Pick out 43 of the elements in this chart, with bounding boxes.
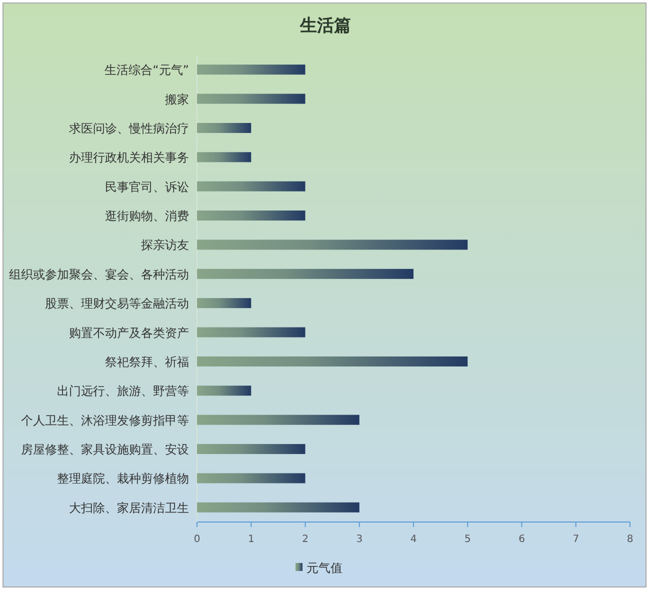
- x-tick-label: 6: [518, 534, 525, 545]
- x-tick-label: 5: [464, 534, 471, 545]
- bar: [197, 122, 252, 133]
- y-tick-label: 大扫除、家居清洁卫生: [69, 500, 189, 515]
- y-tick-label: 房屋修整、家具设施购置、安设: [21, 442, 189, 457]
- x-tick-label: 0: [194, 534, 200, 545]
- chart-title: 生活篇: [299, 16, 351, 36]
- y-tick-label: 办理行政机关相关事务: [69, 150, 189, 165]
- y-tick-label: 探亲访友: [141, 238, 189, 252]
- bar: [197, 210, 306, 221]
- bar: [197, 386, 252, 396]
- bar: [197, 327, 306, 338]
- x-tick-label: 7: [572, 534, 580, 545]
- bar: [197, 268, 414, 279]
- bar: [197, 298, 252, 308]
- bar: [197, 473, 306, 484]
- bar: [197, 414, 360, 425]
- x-tick-label: 8: [626, 534, 634, 545]
- bar: [197, 502, 360, 512]
- bar: [197, 64, 306, 75]
- bar: [197, 444, 306, 454]
- y-tick-label: 个人卫生、沐浴理发修剪指甲等: [21, 413, 189, 428]
- y-tick-label: 搬家: [165, 92, 189, 106]
- x-tick-label: 1: [248, 534, 254, 545]
- bar: [197, 181, 306, 192]
- x-tick-label: 3: [356, 534, 363, 545]
- legend-label: 元气值: [306, 561, 342, 575]
- y-tick-label: 祭祀祭拜、祈福: [105, 354, 189, 369]
- y-tick-label: 购置不动产及各类资产: [69, 326, 189, 340]
- y-tick-label: 股票、理财交易等金融活动: [45, 296, 189, 311]
- y-tick-label: 生活综合“元气”: [104, 63, 189, 78]
- y-tick-label: 出门远行、旅游、野营等: [57, 384, 189, 398]
- y-tick-label: 整理庭院、栽种剪修植物: [57, 472, 189, 486]
- bar: [197, 94, 306, 104]
- bar: [197, 240, 468, 250]
- bar: [197, 356, 468, 366]
- bar: [197, 152, 252, 162]
- y-tick-label: 求医问诊、慢性病治疗: [69, 121, 189, 136]
- y-tick-label: 组织或参加聚会、宴会、各种活动: [9, 267, 189, 282]
- y-tick-label: 民事官司、诉讼: [105, 180, 189, 194]
- y-tick-label: 逛街购物、消费: [105, 209, 189, 224]
- x-tick-label: 4: [410, 534, 417, 545]
- x-tick-label: 2: [302, 534, 308, 545]
